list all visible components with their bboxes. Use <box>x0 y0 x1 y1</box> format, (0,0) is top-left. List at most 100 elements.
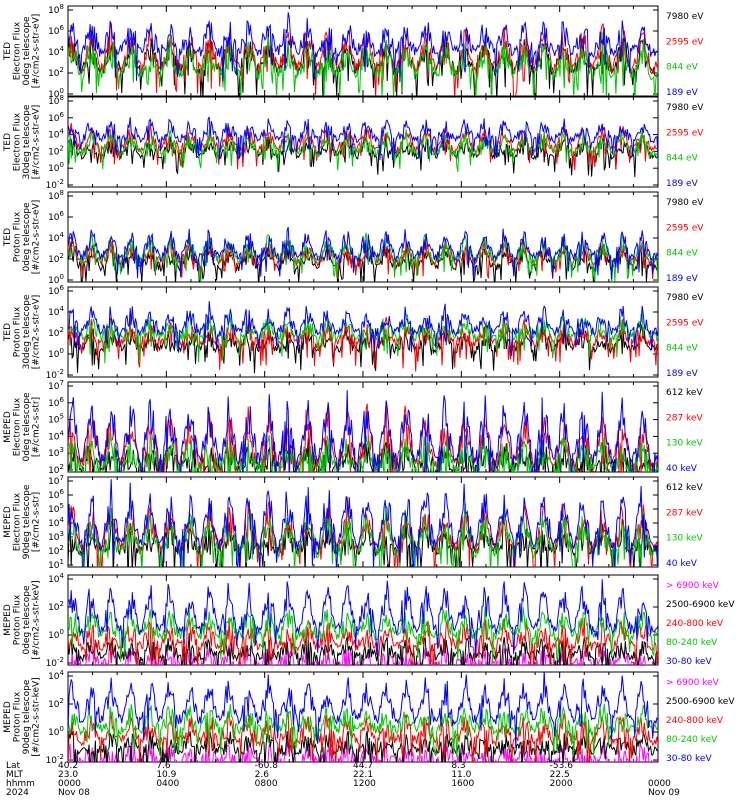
y-tick-label: 102 <box>48 463 64 476</box>
x-tick-label: 1600 <box>451 779 474 789</box>
y-tick-label: 102 <box>48 544 64 557</box>
panel-8: 104 102 100 10-2 MEPED Proton Flux 90deg teles… <box>3 669 735 766</box>
y-tick-label: 10-2 <box>46 178 64 191</box>
x-tick-label: 11.0 <box>451 770 471 780</box>
legend-entry: 2595 eV <box>666 318 704 328</box>
legend-entry: 40 keV <box>666 464 698 474</box>
legend-entry: 7980 eV <box>666 293 704 303</box>
y-tick-label: 104 <box>48 669 64 682</box>
y-tick-label: 102 <box>48 600 64 613</box>
y-axis-label-line: 90deg telescope <box>22 484 32 559</box>
y-axis-label-line: MEPED <box>3 604 13 636</box>
y-axis-label-line: MEPED <box>3 506 13 538</box>
y-tick-label: 100 <box>48 273 64 286</box>
y-axis-label-line: TED <box>3 323 13 342</box>
series-line-2500-6900-kev <box>68 730 658 762</box>
series-line-2595-ev <box>68 122 658 171</box>
x-axis-row-label: hhmm <box>6 779 35 789</box>
y-axis-label-line: 0deg telescope <box>22 585 32 655</box>
y-axis-label-line: Proton Flux <box>13 211 23 262</box>
legend-entry: 2595 eV <box>666 37 704 47</box>
panel-3: 108 106 104 102 100 TED Proton Flux 0deg telesc… <box>3 189 704 286</box>
series-line-189-ev <box>68 12 658 83</box>
series-line-30-80-kev <box>68 672 658 749</box>
legend-entry: 2500-6900 keV <box>666 697 735 707</box>
y-axis-label-line: Proton Flux <box>13 594 23 645</box>
y-axis-label: MEPED Electron Flux 0deg telescope [#/cm2-s… <box>3 392 42 462</box>
series-line-189-ev <box>68 301 658 357</box>
legend-entry: > 6900 keV <box>666 678 720 688</box>
x-tick-label: 10.9 <box>156 770 176 780</box>
x-axis-row-label: Lat <box>6 761 21 771</box>
x-tick-label: 0000 <box>58 779 81 789</box>
panel-2: 108 106 104 102 100 10-2 TED Electron Flux 30deg… <box>3 94 704 191</box>
x-tick-label: 22.1 <box>353 770 373 780</box>
y-tick-label: 105 <box>48 502 64 515</box>
x-tick-label: 0400 <box>156 779 179 789</box>
legend-entry: 844 eV <box>666 249 699 259</box>
y-tick-label: 104 <box>48 231 64 244</box>
y-axis-label: MEPED Proton Flux 90deg telescope [#/cm2-s-… <box>3 677 42 756</box>
y-axis-label-line: TED <box>3 228 13 247</box>
series-line-7980-ev <box>68 241 658 282</box>
y-axis-label-line: [#/cm2-s-str] <box>32 397 42 457</box>
y-tick-label: 100 <box>48 628 64 641</box>
y-axis-label-line: [#/cm2-s-str-eV] <box>32 105 42 180</box>
y-tick-label: 10-2 <box>46 753 64 766</box>
y-axis-label-line: 0deg telescope <box>22 392 32 462</box>
panel-5: 107 106 105 104 103 102 MEPED Electron Flux 0deg… <box>3 379 703 476</box>
y-tick-label: 104 <box>48 128 64 141</box>
legend-entry: 30-80 keV <box>666 657 712 667</box>
series-line-80-240-kev <box>68 606 658 664</box>
y-tick-label: 108 <box>48 3 64 16</box>
legend-entry: 240-800 keV <box>666 716 724 726</box>
y-axis-label-line: MEPED <box>3 701 13 733</box>
y-axis-label-line: 0deg telescope <box>22 16 32 86</box>
y-tick-label: 102 <box>48 252 64 265</box>
x-tick-label: 2.6 <box>255 770 270 780</box>
y-tick-label: 106 <box>48 210 64 223</box>
x-tick-label: 8.3 <box>451 761 465 771</box>
legend-entry: 130 keV <box>666 439 703 449</box>
panel-7: 104 102 100 10-2 MEPED Proton Flux 0deg telesc… <box>3 572 735 669</box>
series-line-130-kev <box>68 432 658 472</box>
y-tick-label: 101 <box>48 558 64 571</box>
y-tick-label: 105 <box>48 413 64 426</box>
legend-entry: 40 keV <box>666 559 698 569</box>
y-axis-label-line: [#/cm2-s-str-eV] <box>32 295 42 370</box>
y-tick-label: 102 <box>48 66 64 79</box>
x-tick-label: -53.6 <box>550 761 574 771</box>
y-tick-label: 108 <box>48 189 64 202</box>
y-tick-label: 103 <box>48 530 64 543</box>
legend-entry: 7980 eV <box>666 198 704 208</box>
y-tick-label: 104 <box>48 516 64 529</box>
legend-entry: 844 eV <box>666 63 699 73</box>
series-line-189-ev <box>68 116 658 161</box>
x-tick-label: 7.6 <box>156 761 171 771</box>
x-tick-label: 23.0 <box>58 770 78 780</box>
x-axis-row-label: MLT <box>6 770 24 780</box>
y-tick-label: 106 <box>48 24 64 37</box>
x-tick-label: 40.2 <box>58 761 78 771</box>
legend-entry: 240-800 keV <box>666 619 724 629</box>
legend-entry: 2595 eV <box>666 223 704 233</box>
y-tick-label: 104 <box>48 305 64 318</box>
y-axis-label-line: 30deg telescope <box>22 104 32 179</box>
legend-entry: 189 eV <box>666 179 699 189</box>
series-line-30-80-kev <box>68 579 658 658</box>
y-axis-label: MEPED Proton Flux 0deg telescope [#/cm2-s-s… <box>3 580 42 659</box>
legend-entry: 80-240 keV <box>666 638 718 648</box>
y-tick-label: 107 <box>48 474 64 487</box>
y-axis-label-line: [#/cm2-s-str-eV] <box>32 14 42 89</box>
x-tick-label: 22.5 <box>550 770 570 780</box>
legend-entry: > 6900 keV <box>666 581 720 591</box>
legend-entry: 189 eV <box>666 369 699 379</box>
x-tick-label: 0000 <box>648 779 671 789</box>
series-line-844-ev <box>68 311 658 364</box>
x-tick-label: 44.7 <box>353 761 373 771</box>
legend-entry: 7980 eV <box>666 12 704 22</box>
y-axis-label-line: TED <box>3 42 13 61</box>
x-tick-label: Nov 08 <box>58 788 90 798</box>
